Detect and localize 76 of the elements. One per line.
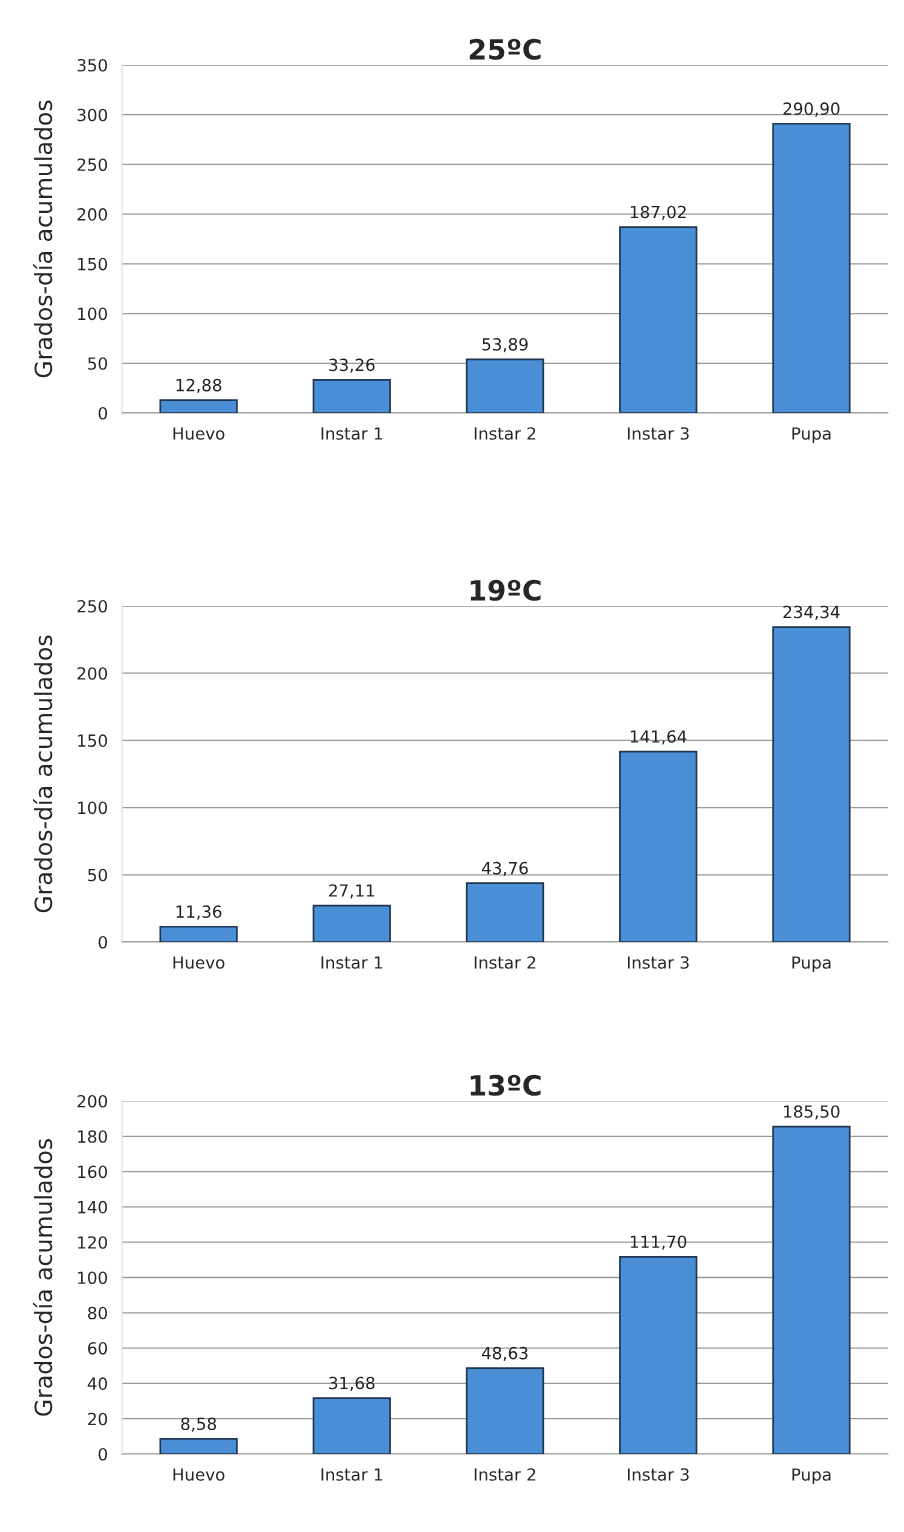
x-tick-label: Huevo (173, 956, 225, 969)
data-label: 185,50 (784, 1105, 840, 1120)
y-tick-label: 140 (78, 1200, 107, 1214)
y-tick-label: 200 (77, 667, 107, 680)
y-tick-label: 100 (78, 1271, 107, 1285)
bar (465, 1367, 545, 1454)
bar (619, 226, 698, 413)
x-tick-label: Pupa (792, 427, 831, 444)
y-tick-label: 50 (88, 868, 107, 882)
chart-title: 13ºC (470, 1074, 541, 1096)
y-tick-label: 0 (98, 935, 107, 949)
y-tick-label: 150 (78, 734, 107, 747)
x-tick-label: Huevo (173, 1468, 225, 1481)
y-tick-label: 200 (77, 1094, 107, 1108)
y-tick-label: 100 (78, 307, 107, 321)
x-tick-label: Instar 3 (628, 427, 689, 440)
data-label: 27,11 (329, 884, 375, 899)
y-tick-label: 150 (78, 257, 107, 271)
bar (312, 904, 391, 942)
y-tick-label: 50 (88, 357, 107, 370)
data-label: 53,89 (482, 338, 528, 353)
x-tick-label: Instar 1 (321, 427, 383, 440)
bar (465, 882, 545, 942)
bar (772, 1125, 851, 1454)
data-label: 187,02 (630, 205, 686, 220)
bar (772, 122, 851, 413)
y-tick-label: 80 (88, 1306, 107, 1320)
y-tick-label: 20 (88, 1412, 107, 1426)
bar (619, 1256, 698, 1454)
chart-title: 25ºC (469, 38, 541, 60)
bar (159, 399, 238, 413)
data-label: 48,63 (481, 1346, 528, 1362)
data-label: 141,64 (630, 730, 687, 745)
y-axis-title: Grados-día acumulados (33, 1138, 53, 1416)
y-tick-label: 350 (77, 58, 107, 72)
data-label: 290,90 (783, 102, 840, 117)
x-tick-label: Instar 3 (628, 956, 689, 969)
y-tick-label: 60 (88, 1342, 107, 1355)
y-tick-label: 120 (78, 1236, 107, 1249)
x-tick-label: Instar 2 (474, 1468, 536, 1481)
x-tick-label: Pupa (792, 1468, 831, 1485)
bar (312, 379, 391, 413)
bar (159, 925, 238, 942)
y-tick-label: 250 (77, 599, 107, 613)
data-label: 111,70 (630, 1235, 687, 1250)
y-tick-label: 40 (87, 1377, 107, 1390)
y-tick-label: 200 (77, 208, 107, 221)
y-axis-title: Grados-día acumulados (33, 100, 53, 378)
y-tick-label: 180 (78, 1130, 107, 1143)
x-tick-label: Instar 1 (321, 1468, 383, 1481)
y-tick-label: 250 (77, 158, 107, 171)
bar (772, 626, 851, 942)
bar (312, 1397, 391, 1454)
bar (465, 358, 545, 413)
data-label: 43,76 (481, 861, 528, 877)
data-label: 12,88 (176, 378, 222, 394)
data-label: 33,26 (329, 358, 375, 373)
y-tick-label: 100 (78, 801, 107, 815)
y-tick-label: 300 (77, 108, 107, 122)
x-tick-label: Instar 2 (474, 427, 536, 440)
y-tick-label: 0 (98, 1447, 107, 1461)
data-label: 8,58 (181, 1417, 217, 1432)
x-tick-label: Instar 2 (474, 956, 536, 969)
bar (619, 750, 698, 942)
chart-title: 19ºC (470, 579, 541, 601)
x-tick-label: Huevo (173, 427, 225, 440)
x-tick-label: Instar 1 (321, 956, 383, 969)
bar (159, 1438, 238, 1454)
data-label: 31,68 (329, 1376, 375, 1391)
x-tick-label: Instar 3 (628, 1468, 689, 1481)
data-label: 11,36 (176, 905, 222, 920)
y-tick-label: 0 (98, 406, 107, 420)
y-tick-label: 160 (78, 1165, 107, 1179)
y-axis-title: Grados-día acumulados (33, 635, 53, 913)
x-tick-label: Pupa (792, 956, 831, 973)
data-label: 234,34 (783, 605, 840, 620)
